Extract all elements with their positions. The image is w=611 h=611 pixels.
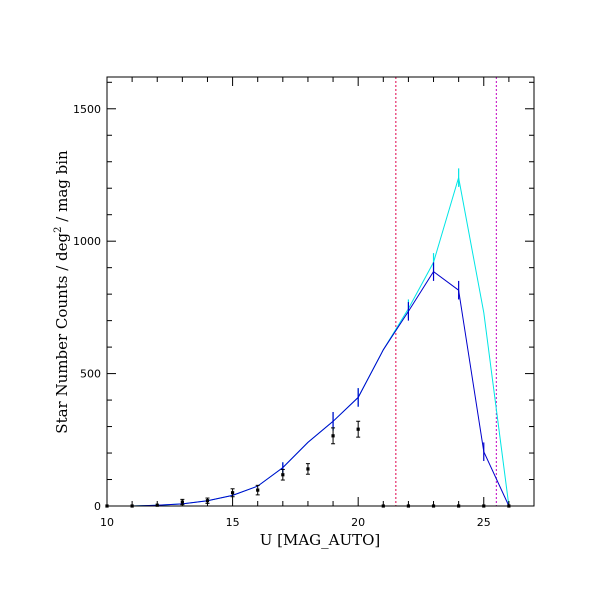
y-tick-label: 500	[80, 368, 101, 381]
series-2-line	[107, 270, 510, 507]
axes: 10 15 20 25 0 500 1000 1500	[73, 76, 535, 529]
y-tick-label: 1500	[73, 103, 101, 116]
x-axis-title: U [MAG_AUTO]	[260, 531, 381, 549]
data-point	[281, 473, 285, 477]
y-tick-label: 1000	[73, 235, 101, 248]
data-point	[205, 499, 210, 503]
data-point	[356, 427, 360, 431]
x-tick-label: 10	[100, 516, 114, 529]
data-point	[331, 434, 335, 438]
plot-frame	[106, 76, 535, 507]
y-axis-title-sup: 2	[53, 226, 64, 232]
data-point	[230, 491, 235, 495]
y-axis-title-tail: / mag bin	[53, 150, 71, 227]
y-tick-label: 0	[94, 500, 101, 513]
x-tick-label: 25	[477, 516, 491, 529]
x-tick-label: 15	[226, 516, 240, 529]
limit-lines	[395, 77, 497, 506]
model-curves	[107, 168, 510, 507]
y-axis-title-main: Star Number Counts / deg	[53, 232, 71, 433]
x-tick-label: 20	[351, 516, 365, 529]
data-point	[256, 488, 260, 492]
y-axis-title: Star Number Counts / deg2 / mag bin	[53, 150, 71, 434]
data-point	[306, 467, 310, 471]
